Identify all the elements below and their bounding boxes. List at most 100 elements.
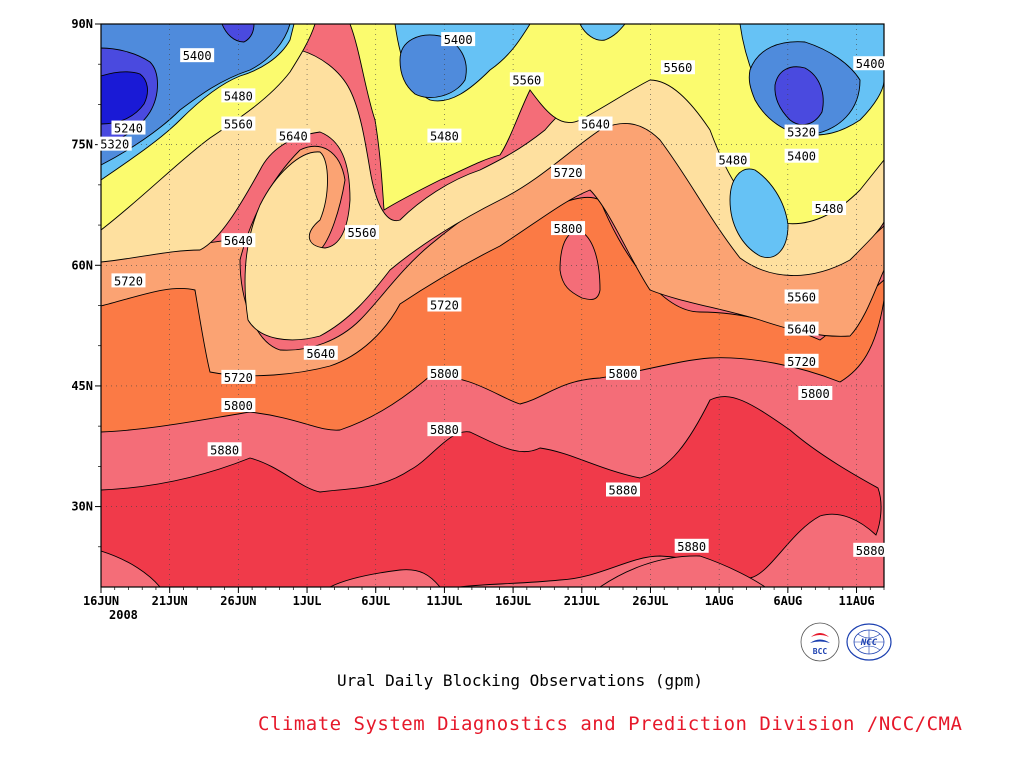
contour-label: 5800 <box>609 367 638 381</box>
contour-label: 5800 <box>801 387 830 401</box>
contour-label-box <box>784 353 819 368</box>
chart-title: Ural Daily Blocking Observations (gpm) <box>336 671 704 690</box>
contour-label-box <box>812 200 847 215</box>
contour-region <box>399 34 467 98</box>
contour-label: 5400 <box>787 150 816 164</box>
contour-label-box <box>551 221 586 236</box>
contour-label-box <box>345 225 379 240</box>
x-tick-label: 16JUN <box>83 594 119 608</box>
contour-label-box <box>276 128 311 143</box>
contour-label: 5560 <box>348 226 377 240</box>
x-tick-label: 21JUL <box>564 594 600 608</box>
contour-label-box <box>853 56 888 71</box>
contour-label-box <box>784 321 819 336</box>
contour-region <box>221 24 255 43</box>
contour-label-box <box>221 398 256 413</box>
contour-label: 5800 <box>430 367 459 381</box>
x-tick-label: 11AUG <box>838 594 874 608</box>
x-tick-label: 26JUL <box>632 594 668 608</box>
contour-labels: 5400 5480 5560 5240 5320 5640 5400 5560 5560 5480… <box>97 32 888 558</box>
contour-label-box <box>578 116 613 131</box>
contour-label-box <box>427 365 462 380</box>
contour-label: 5720 <box>554 166 583 180</box>
contour-label-box <box>606 482 640 497</box>
contour-label-box <box>221 116 256 131</box>
contour-label: 5480 <box>224 89 253 103</box>
ncc-logo: NCC <box>846 623 892 661</box>
contour-label: 5880 <box>856 544 885 558</box>
contour-label: 5720 <box>787 355 816 369</box>
contour-label-box <box>606 365 640 380</box>
contour-label-box <box>221 233 256 248</box>
contour-label-box <box>221 88 256 103</box>
contour-label-box <box>784 124 819 139</box>
contour-label-box <box>853 542 888 557</box>
y-tick-label: 75N <box>71 138 93 152</box>
contour-label: 5560 <box>663 61 692 75</box>
contour-label: 5880 <box>609 483 638 497</box>
ncc-logo-text: NCC <box>860 638 878 648</box>
contour-label: 5720 <box>114 274 143 288</box>
contour-label-box <box>180 48 215 63</box>
contour-label-box <box>221 369 256 384</box>
y-tick-label: 90N <box>71 17 93 31</box>
contour-label: 5640 <box>581 118 610 132</box>
gridlines <box>101 24 884 587</box>
x-tick-label: 16JUL <box>495 594 531 608</box>
contour-label: 5400 <box>856 57 885 71</box>
contour-label-box <box>207 442 242 457</box>
contour-region <box>774 66 824 126</box>
contour-label-box <box>551 164 586 179</box>
contour-label: 5560 <box>512 73 541 87</box>
y-tick-label: 30N <box>71 500 93 514</box>
contour-label-box <box>784 148 819 163</box>
contour-label-box <box>97 136 132 151</box>
bcc-logo-text: BCC <box>813 647 828 656</box>
contour-label: 5560 <box>224 118 253 132</box>
x-tick-label: 6JUL <box>361 594 390 608</box>
y-tick-label: 60N <box>71 258 93 272</box>
contour-label: 5800 <box>554 222 583 236</box>
contour-label: 5640 <box>306 347 335 361</box>
contour-label: 5320 <box>787 126 816 140</box>
contour-label: 5640 <box>279 130 308 144</box>
x-tick-label: 11JUL <box>426 594 462 608</box>
contour-label: 5480 <box>718 154 747 168</box>
contour-label-box <box>427 128 462 143</box>
contour-label: 5560 <box>787 290 816 304</box>
contour-label: 5800 <box>224 399 253 413</box>
contour-label: 5720 <box>430 299 459 313</box>
contour-label-box <box>784 289 819 304</box>
contour-label: 5640 <box>787 323 816 337</box>
x-tick-label: 2008 <box>109 608 138 622</box>
contour-label-box <box>660 60 695 75</box>
x-tick-label: 26JUN <box>220 594 256 608</box>
contour-label: 5880 <box>210 443 239 457</box>
contour-label-box <box>303 345 338 360</box>
contour-label: 5320 <box>100 138 129 152</box>
contour-region <box>101 24 291 166</box>
y-tick-label: 45N <box>71 379 93 393</box>
contour-label-box <box>674 538 709 553</box>
contour-label: 5720 <box>224 371 253 385</box>
contour-label-box <box>798 385 833 400</box>
contour-region <box>101 49 884 341</box>
x-tick-label: 21JUN <box>152 594 188 608</box>
contour-region <box>579 24 626 41</box>
contour-label-box <box>715 152 750 167</box>
contour-label: 5400 <box>444 33 473 47</box>
contour-label: 5480 <box>815 202 844 216</box>
bcc-logo: BCC <box>800 622 840 662</box>
contour-region <box>599 555 766 587</box>
contour-label: 5400 <box>183 49 212 63</box>
contour-label: 5240 <box>114 122 143 136</box>
contour-label-box <box>111 120 146 135</box>
contour-label-box <box>427 422 462 437</box>
contour-region <box>329 569 441 587</box>
x-tick-label: 1AUG <box>705 594 734 608</box>
x-tick-label: 1JUL <box>293 594 322 608</box>
contour-label-box <box>111 273 146 288</box>
